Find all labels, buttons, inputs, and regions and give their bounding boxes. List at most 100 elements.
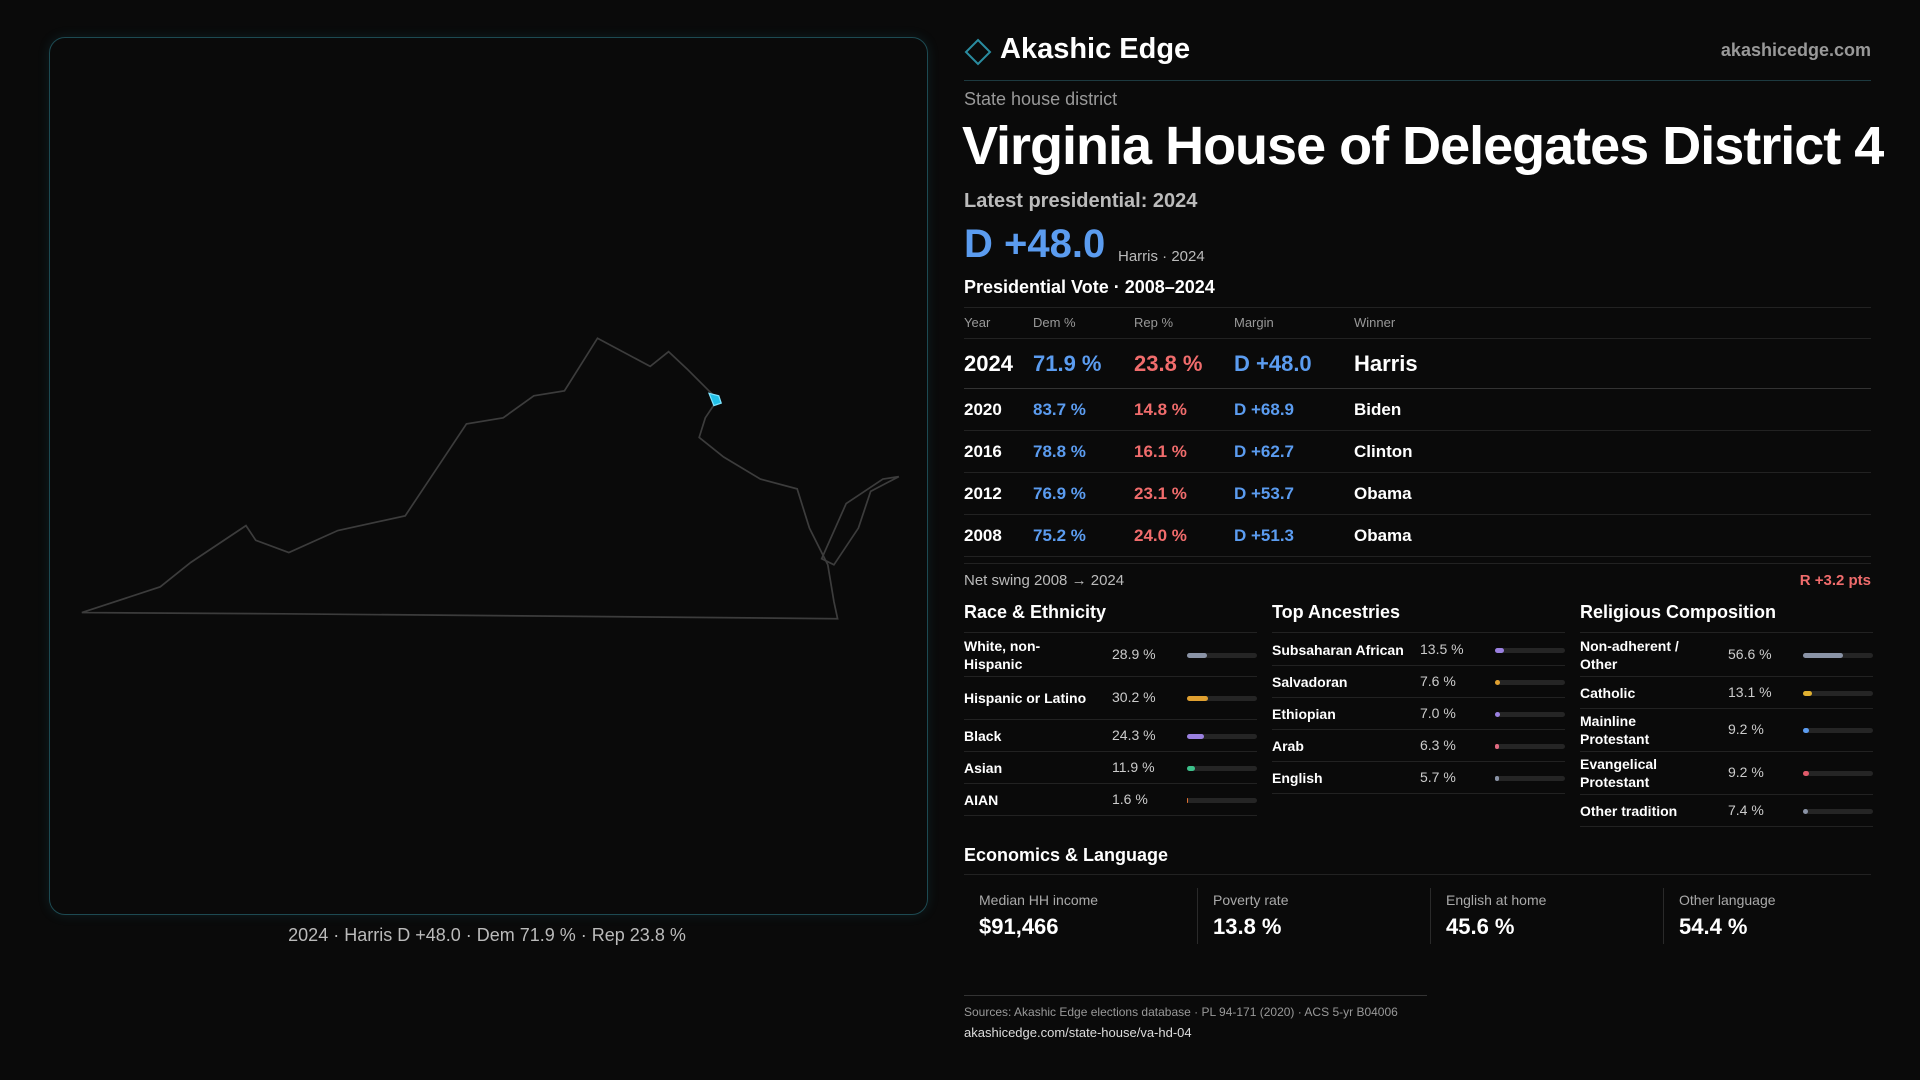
row-label: Evangelical Protestant	[1580, 755, 1658, 790]
bar	[1495, 711, 1500, 717]
row-label: Mainline Protestant	[1580, 712, 1650, 747]
row-label: English	[1272, 769, 1323, 786]
bar-track	[1803, 653, 1873, 658]
row-rule	[964, 815, 1257, 816]
table-cell: 2012	[964, 483, 1002, 503]
bar	[1803, 808, 1809, 814]
row-rule	[1580, 751, 1873, 752]
row-label: Catholic	[1580, 684, 1636, 701]
table-cell: Harris	[1354, 350, 1418, 376]
vote-table: Year Dem % Rep % Margin Winner 2024 71.9 % 23.8…	[964, 307, 1871, 558]
brand: Akashic Edge	[1000, 33, 1191, 65]
row-label: Asian	[964, 759, 1003, 776]
column-header: Dem %	[1033, 315, 1076, 331]
table-cell: Clinton	[1354, 441, 1413, 461]
row-value: 56.6 %	[1728, 646, 1772, 662]
table-row: 2008 75.2 % 24.0 % D +51.3 Obama	[964, 515, 1871, 557]
bar	[1187, 765, 1196, 771]
table-row: 2012 76.9 % 23.1 % D +53.7 Obama	[964, 473, 1871, 515]
bar	[1803, 690, 1813, 696]
bar-track	[1495, 743, 1565, 749]
table-cell: 78.8 %	[1033, 441, 1086, 461]
row-rule	[1272, 729, 1565, 730]
bar-track	[1495, 679, 1565, 685]
row-label: Non-adherent / Other	[1580, 637, 1679, 672]
row-rule	[964, 751, 1257, 752]
table-cell: D +53.7	[1234, 483, 1295, 503]
table-row: 2016 78.8 % 16.1 % D +62.7 Clinton	[964, 431, 1871, 473]
row-rule	[1272, 793, 1565, 794]
bar	[1803, 653, 1843, 658]
swing-value: R +3.2 pts	[1799, 572, 1871, 589]
bar-track	[1187, 797, 1257, 803]
column-header: Rep %	[1134, 315, 1174, 331]
table-cell: Biden	[1354, 399, 1402, 419]
econ-card: Median HH income $91,466	[964, 888, 1196, 944]
row-value: 13.5 %	[1420, 640, 1464, 657]
column-header: Winner	[1354, 315, 1396, 331]
bar	[1495, 775, 1499, 781]
row-rule	[964, 719, 1257, 720]
bar	[1495, 647, 1505, 653]
table-title: Presidential Vote · 2008–2024	[964, 277, 1215, 297]
row-value: 28.9 %	[1112, 646, 1156, 662]
row-value: 30.2 %	[1112, 689, 1156, 705]
econ-card: Other language 54.4 %	[1663, 888, 1896, 944]
table-cell: Obama	[1354, 483, 1412, 503]
district-kind: State house district	[964, 89, 1118, 109]
table-cell: 2024	[964, 350, 1013, 376]
table-cell: 16.1 %	[1134, 441, 1187, 461]
bar	[1187, 797, 1189, 803]
bar-track	[1803, 690, 1873, 696]
row-value: 13.1 %	[1728, 683, 1772, 700]
eastern-shore	[820, 475, 900, 566]
econ-label: Other language	[1679, 892, 1776, 908]
row-label: Subsaharan African	[1272, 641, 1404, 658]
row-label: Ethiopian	[1272, 705, 1336, 722]
latest-label: Latest presidential: 2024	[964, 190, 1198, 212]
column-header: Year	[964, 315, 991, 331]
swing-label: Net swing 2008 → 2024	[964, 572, 1125, 589]
district-title: Virginia House of Delegates District 4	[962, 116, 1884, 176]
bar	[1495, 679, 1501, 685]
row-value: 24.3 %	[1112, 726, 1156, 743]
bar	[1187, 653, 1208, 658]
bar-track	[1187, 765, 1257, 771]
econ-label: Median HH income	[979, 892, 1099, 908]
footer-url[interactable]: akashicedge.com/state-house/va-hd-04	[964, 1025, 1192, 1040]
table-cell: 24.0 %	[1134, 525, 1187, 545]
section-title: Top Ancestries	[1272, 602, 1401, 622]
bar	[1803, 771, 1810, 776]
map	[81, 337, 900, 620]
site-link[interactable]: akashicedge.com	[1720, 40, 1871, 60]
table-cell: 71.9 %	[1033, 350, 1102, 376]
row-rule	[1580, 676, 1873, 677]
row-rule	[964, 783, 1257, 784]
swing-rule	[964, 563, 1871, 564]
row-label: Hispanic or Latino	[964, 689, 1087, 706]
row-rule	[1272, 697, 1565, 698]
table-cell: D +51.3	[1234, 525, 1295, 545]
row-rule	[1272, 761, 1565, 762]
table-header: Year Dem % Rep % Margin Winner	[964, 308, 1871, 339]
row-label: Other tradition	[1580, 802, 1678, 819]
header-rule	[964, 80, 1871, 81]
economics-rule	[964, 874, 1871, 875]
econ-value: 54.4 %	[1679, 914, 1748, 939]
bar-track	[1187, 696, 1257, 701]
econ-value: $91,466	[979, 914, 1059, 939]
row-rule	[1272, 665, 1565, 666]
bar	[1187, 733, 1204, 739]
row-value: 7.4 %	[1728, 801, 1764, 818]
row-value: 9.2 %	[1728, 764, 1764, 780]
econ-card: English at home 45.6 %	[1430, 888, 1663, 944]
table-cell: 83.7 %	[1033, 399, 1086, 419]
bar-track	[1495, 711, 1565, 717]
row-value: 9.2 %	[1728, 721, 1764, 737]
row-rule	[964, 676, 1257, 677]
table-cell: D +62.7	[1234, 441, 1295, 461]
section-title: Race & Ethnicity	[964, 602, 1107, 622]
table-row: 2024 71.9 % 23.8 % D +48.0 Harris	[964, 339, 1871, 389]
row-value: 7.6 %	[1420, 672, 1456, 689]
